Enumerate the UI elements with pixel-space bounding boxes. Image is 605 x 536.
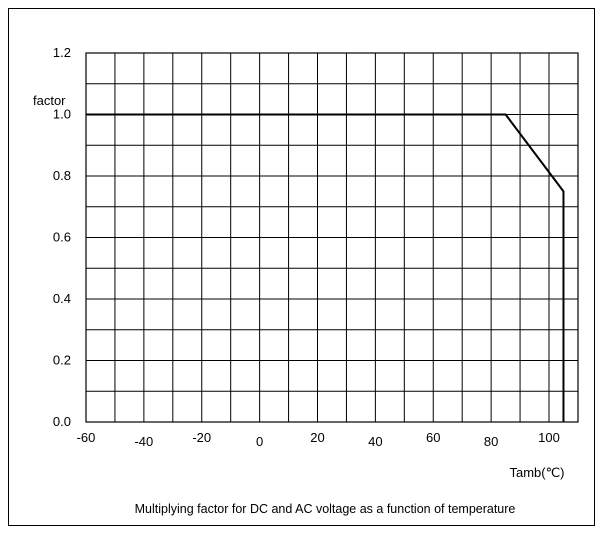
x-tick-label: 60	[426, 430, 440, 445]
x-tick-labels: -60 -40 -20 0 20 40 60 80 100	[77, 430, 560, 449]
grid-lines	[85, 52, 578, 423]
x-tick-label: 20	[310, 430, 324, 445]
y-tick-label: 1.0	[53, 107, 71, 122]
y-tick-label: 0.6	[53, 230, 71, 245]
y-tick-label: 0.2	[53, 353, 71, 368]
plot-area	[85, 52, 579, 423]
x-axis-label: Tamb(℃)	[509, 465, 564, 480]
chart-frame	[8, 8, 595, 526]
chart-caption: Multiplying factor for DC and AC voltage…	[135, 502, 516, 516]
y-tick-label: 0.4	[53, 291, 71, 306]
x-tick-label: 0	[256, 434, 263, 449]
y-tick-labels: 0.0 0.2 0.4 0.6 0.8 1.0 1.2	[53, 45, 71, 429]
y-tick-label: 1.2	[53, 45, 71, 60]
x-tick-label: 100	[538, 430, 560, 445]
x-tick-label: -20	[192, 430, 211, 445]
y-tick-label: 0.0	[53, 414, 71, 429]
x-tick-label: -60	[77, 430, 96, 445]
series-group	[86, 113, 565, 422]
x-tick-label: 80	[484, 434, 498, 449]
y-axis-label: factor	[33, 93, 66, 108]
x-tick-label: 40	[368, 434, 382, 449]
x-tick-label: -40	[134, 434, 153, 449]
series-line	[86, 113, 565, 422]
y-tick-label: 0.8	[53, 168, 71, 183]
